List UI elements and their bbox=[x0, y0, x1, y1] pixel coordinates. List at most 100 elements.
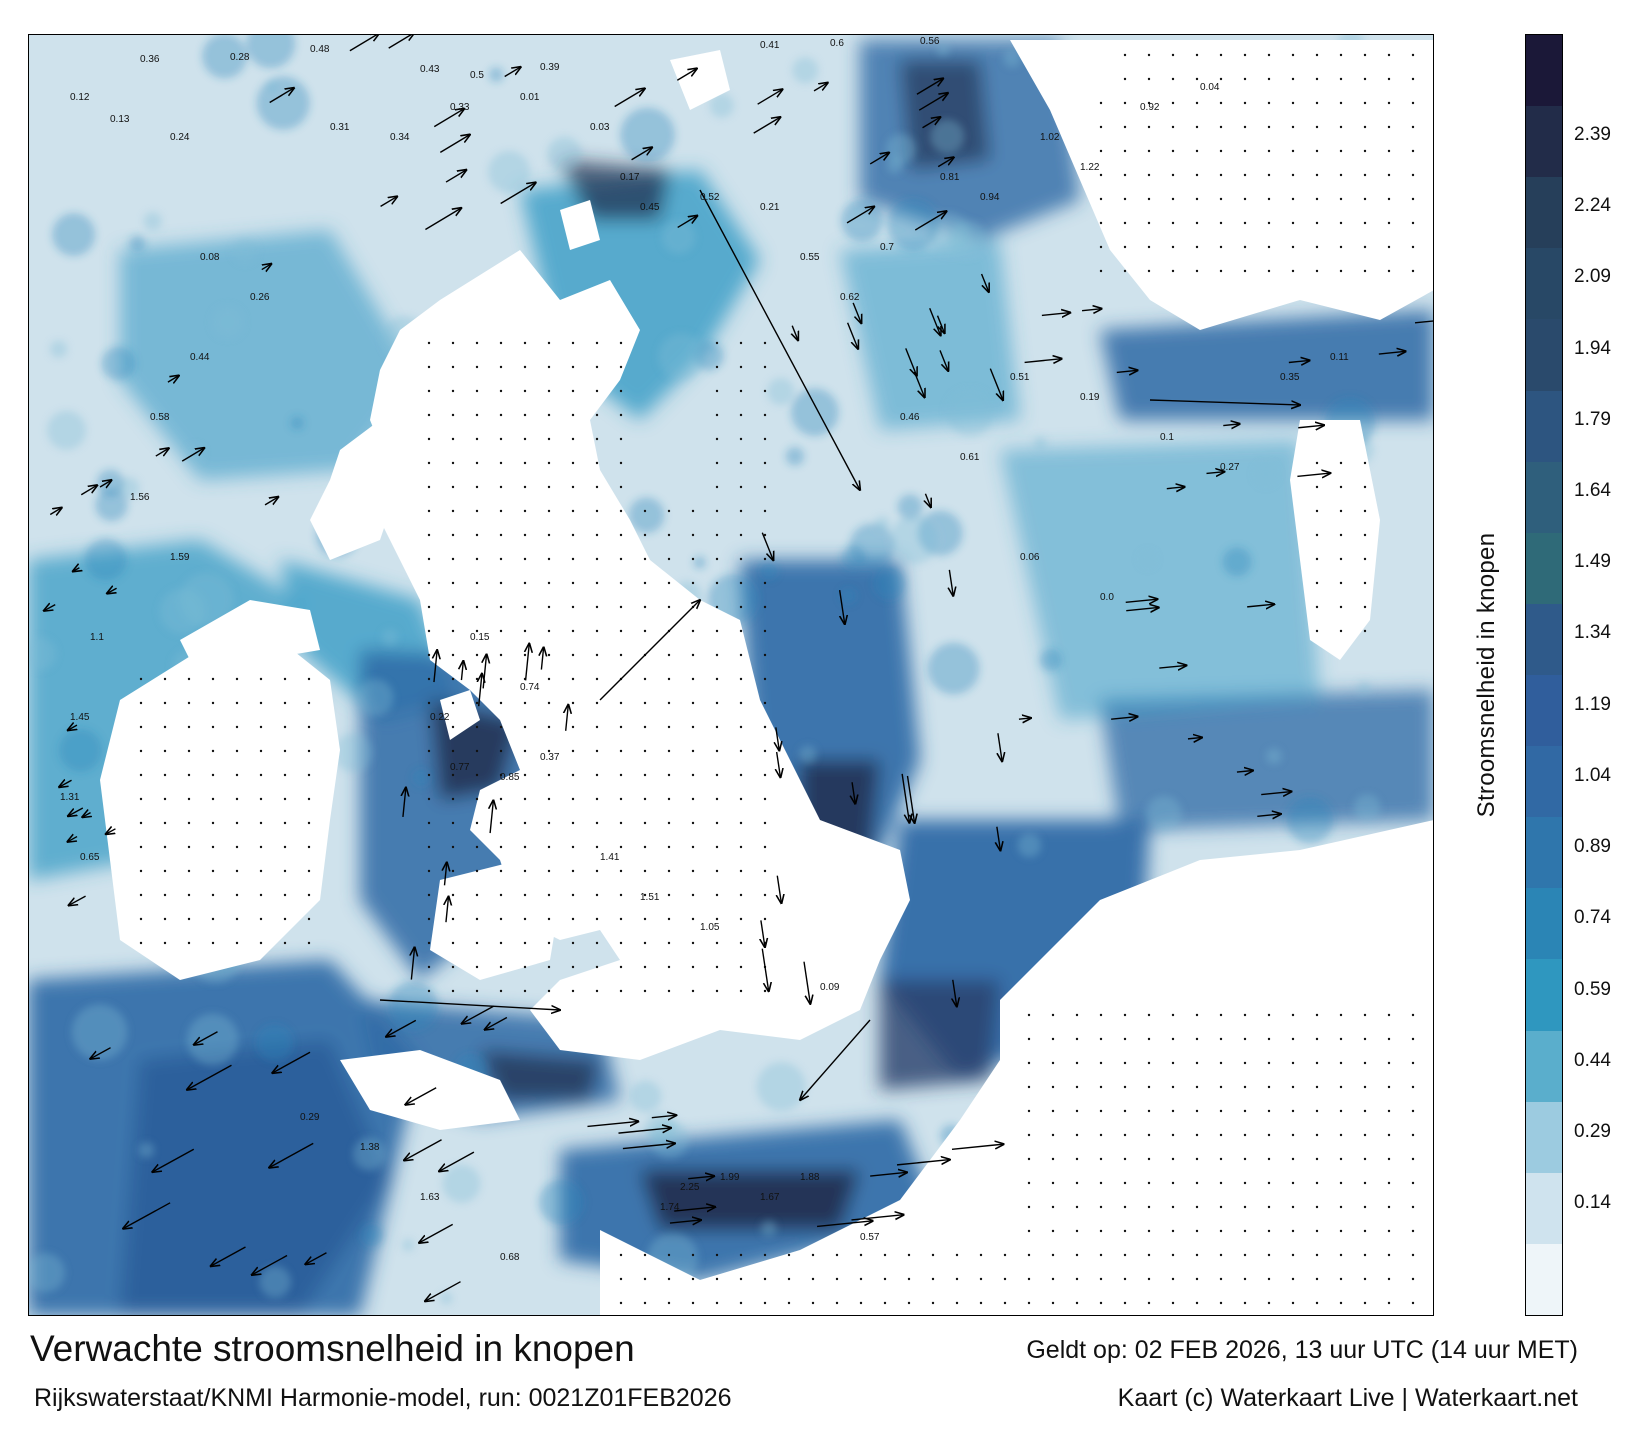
grid-dot bbox=[643, 941, 647, 945]
grid-dot bbox=[475, 365, 479, 369]
grid-dot bbox=[1051, 1157, 1055, 1161]
grid-dot bbox=[1411, 1133, 1415, 1137]
grid-dot bbox=[283, 941, 287, 945]
colorbar-segment bbox=[1526, 390, 1562, 462]
grid-dot bbox=[1219, 245, 1223, 249]
grid-dot bbox=[1411, 1301, 1415, 1305]
grid-dot bbox=[523, 941, 527, 945]
speed-speckle bbox=[872, 567, 906, 600]
grid-dot bbox=[139, 869, 143, 873]
grid-dot bbox=[763, 485, 767, 489]
grid-dot bbox=[763, 413, 767, 417]
grid-dot bbox=[307, 797, 311, 801]
speed-value-label: 1.45 bbox=[70, 712, 90, 723]
grid-dot bbox=[883, 1253, 887, 1257]
current-arrow bbox=[479, 674, 482, 707]
grid-dot bbox=[1315, 629, 1319, 633]
colorbar-tick-label: 1.64 bbox=[1574, 479, 1611, 501]
grid-dot bbox=[763, 893, 767, 897]
grid-dot bbox=[1219, 269, 1223, 273]
grid-dot bbox=[1123, 1061, 1127, 1065]
current-arrow bbox=[1166, 487, 1185, 489]
grid-dot bbox=[427, 485, 431, 489]
speed-value-label: 1.99 bbox=[720, 1172, 740, 1183]
grid-dot bbox=[715, 821, 719, 825]
grid-dot bbox=[739, 941, 743, 945]
shetland-land bbox=[670, 50, 730, 110]
grid-dot bbox=[211, 701, 215, 705]
grid-dot bbox=[1339, 1253, 1343, 1257]
grid-dot bbox=[1387, 1037, 1391, 1041]
grid-dot bbox=[547, 413, 551, 417]
grid-dot bbox=[211, 773, 215, 777]
grid-dot bbox=[619, 869, 623, 873]
current-arrow bbox=[676, 68, 697, 81]
grid-dot bbox=[1171, 245, 1175, 249]
speed-speckle bbox=[760, 1220, 777, 1237]
current-arrow bbox=[852, 302, 861, 323]
norway-land bbox=[1010, 40, 1434, 330]
grid-dot bbox=[259, 677, 263, 681]
grid-dot bbox=[667, 965, 671, 969]
grid-dot bbox=[595, 557, 599, 561]
grid-dot bbox=[1363, 1133, 1367, 1137]
grid-dot bbox=[811, 1301, 815, 1305]
grid-dot bbox=[475, 437, 479, 441]
grid-dot bbox=[1363, 77, 1367, 81]
speed-value-label: 0.15 bbox=[470, 632, 490, 643]
speed-value-label: 0.28 bbox=[230, 52, 250, 63]
grid-dot bbox=[187, 845, 191, 849]
grid-dot bbox=[739, 533, 743, 537]
colorbar-segment bbox=[1526, 817, 1562, 889]
grid-dot bbox=[499, 725, 503, 729]
grid-dot bbox=[1315, 581, 1319, 585]
speed-zone bbox=[640, 1170, 860, 1230]
grid-dot bbox=[1219, 1061, 1223, 1065]
grid-dot bbox=[979, 1301, 983, 1305]
speed-value-label: 0.27 bbox=[1220, 462, 1240, 473]
current-arrow bbox=[155, 448, 169, 457]
speed-value-label: 1.31 bbox=[60, 792, 80, 803]
grid-dot bbox=[1219, 101, 1223, 105]
current-arrow bbox=[445, 170, 466, 183]
speed-value-label: 0.36 bbox=[140, 54, 160, 65]
grid-dot bbox=[763, 533, 767, 537]
grid-dot bbox=[667, 989, 671, 993]
grid-dot bbox=[571, 773, 575, 777]
grid-dot bbox=[1243, 1229, 1247, 1233]
grid-dot bbox=[1219, 1037, 1223, 1041]
speed-speckle bbox=[442, 1164, 481, 1203]
current-arrow bbox=[1041, 313, 1070, 316]
grid-dot bbox=[715, 1301, 719, 1305]
grid-dot bbox=[763, 845, 767, 849]
grid-dot bbox=[1051, 1301, 1055, 1305]
grid-dot bbox=[475, 917, 479, 921]
grid-dot bbox=[1099, 1181, 1103, 1185]
grid-dot bbox=[451, 797, 455, 801]
grid-dot bbox=[475, 701, 479, 705]
grid-dot bbox=[739, 389, 743, 393]
grid-dot bbox=[595, 341, 599, 345]
current-arrow bbox=[433, 109, 464, 128]
grid-dot bbox=[1267, 125, 1271, 129]
grid-dot bbox=[1147, 1085, 1151, 1089]
grid-dot bbox=[763, 749, 767, 753]
speed-speckle bbox=[232, 238, 257, 263]
grid-dot bbox=[451, 581, 455, 585]
grid-dot bbox=[1315, 245, 1319, 249]
speed-value-label: 0.6 bbox=[830, 38, 844, 49]
speed-speckle bbox=[202, 34, 247, 79]
grid-dot bbox=[1195, 77, 1199, 81]
grid-dot bbox=[715, 605, 719, 609]
grid-dot bbox=[1171, 221, 1175, 225]
speed-value-label: 0.61 bbox=[960, 452, 980, 463]
speed-speckle bbox=[49, 340, 68, 358]
grid-dot bbox=[1171, 1157, 1175, 1161]
speed-speckle bbox=[256, 76, 310, 130]
model-run-info: Rijkswaterstaat/KNMI Harmonie-model, run… bbox=[34, 1384, 732, 1412]
grid-dot bbox=[1339, 197, 1343, 201]
grid-dot bbox=[1363, 53, 1367, 57]
grid-dot bbox=[1387, 1013, 1391, 1017]
grid-dot bbox=[307, 869, 311, 873]
grid-dot bbox=[883, 1277, 887, 1281]
